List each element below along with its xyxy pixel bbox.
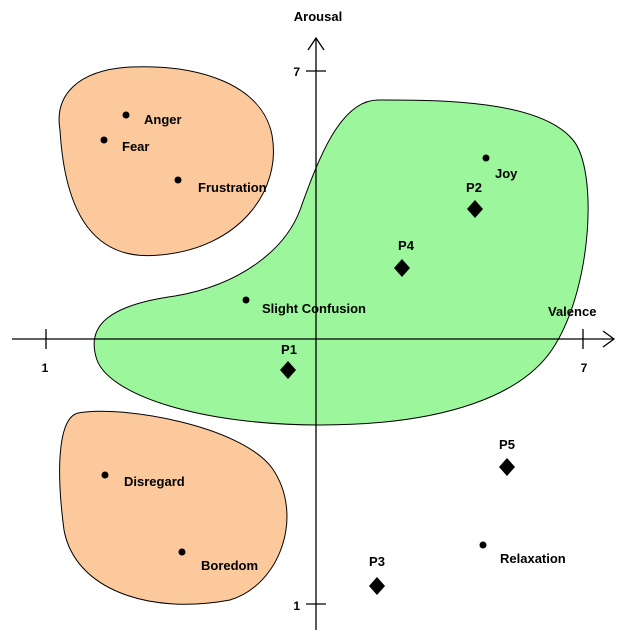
x-tick-label-1: 1: [42, 361, 49, 375]
y-tick-label-7: 7: [293, 65, 300, 79]
emotion-dot-slight-confusion: [242, 296, 250, 304]
emotion-label-frustration: Frustration: [198, 180, 267, 195]
point-label-p1: P1: [281, 342, 297, 357]
emotion-label-disregard: Disregard: [124, 474, 185, 489]
emotion-dot-boredom: [178, 548, 186, 556]
emotion-dot-relaxation: [479, 541, 487, 549]
emotion-label-joy: Joy: [495, 166, 518, 181]
point-marker-p4: [394, 259, 410, 277]
point-label-p5: P5: [499, 437, 515, 452]
region-positive: [93, 99, 589, 426]
emotion-dot-fear: [100, 136, 108, 144]
x-axis-label: Valence: [548, 304, 596, 319]
point-label-p2: P2: [466, 180, 482, 195]
y-axis-label: Arousal: [294, 9, 342, 24]
emotion-dot-disregard: [101, 471, 109, 479]
y-axis-arrowhead: [307, 36, 325, 51]
point-label-p4: P4: [398, 238, 415, 253]
emotion-dot-joy: [482, 154, 490, 162]
point-marker-p2: [467, 200, 483, 218]
emotion-label-relaxation: Relaxation: [500, 551, 566, 566]
region-negative-high-arousal: [58, 66, 274, 257]
emotion-label-anger: Anger: [144, 112, 182, 127]
emotion-dot-frustration: [174, 176, 182, 184]
x-axis-arrowhead: [602, 330, 616, 348]
x-tick-label-7: 7: [581, 361, 588, 375]
emotion-label-slight-confusion: Slight Confusion: [262, 301, 366, 316]
point-marker-p3: [369, 577, 385, 595]
point-label-p3: P3: [369, 554, 385, 569]
y-tick-label-1: 1: [293, 599, 300, 613]
emotion-dot-anger: [122, 111, 130, 119]
emotion-label-boredom: Boredom: [201, 558, 258, 573]
emotion-label-fear: Fear: [122, 139, 149, 154]
region-negative-low-arousal: [59, 410, 288, 605]
point-marker-p5: [499, 458, 515, 476]
point-marker-p1: [280, 361, 296, 379]
